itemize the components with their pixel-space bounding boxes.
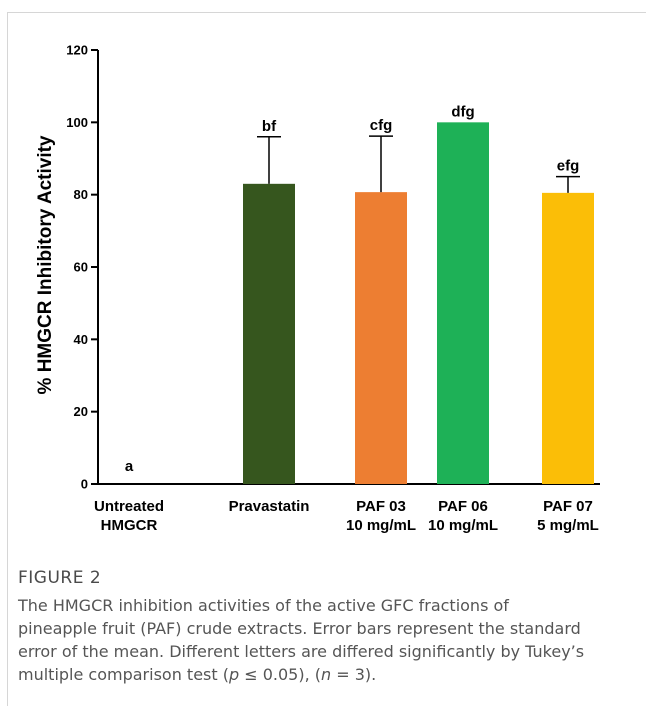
significance-letter: bf bbox=[262, 118, 277, 135]
y-tick-label: 40 bbox=[74, 332, 88, 347]
significance-letter: efg bbox=[557, 158, 580, 175]
figure-frame bbox=[7, 12, 646, 706]
y-tick-label: 120 bbox=[66, 43, 88, 58]
y-tick-label: 80 bbox=[74, 187, 88, 202]
x-category-label: 5 mg/mL bbox=[537, 517, 599, 534]
y-tick-label: 60 bbox=[74, 260, 88, 275]
x-category-label: HMGCR bbox=[101, 517, 158, 534]
bar bbox=[355, 192, 407, 484]
x-category-label: 10 mg/mL bbox=[428, 517, 498, 534]
bar-chart: 0 20 40 60 80 100 120 % HMGCR Inhibitory Activi… bbox=[35, 43, 600, 534]
bar bbox=[542, 192, 594, 484]
y-axis-title: % HMGCR Inhibitory Activity bbox=[35, 135, 56, 394]
bar bbox=[437, 122, 489, 484]
y-tick-label: 100 bbox=[66, 115, 88, 130]
x-category-label: PAF 03 bbox=[356, 498, 406, 515]
y-tick-label: 20 bbox=[74, 404, 88, 419]
significance-letter: dfg bbox=[451, 103, 474, 120]
y-tick-label: 0 bbox=[81, 477, 88, 492]
caption-variable: n bbox=[321, 665, 332, 684]
x-category-label: PAF 06 bbox=[438, 498, 488, 515]
bar bbox=[243, 183, 295, 485]
caption-line: pineapple fruit (PAF) crude extracts. Er… bbox=[18, 619, 581, 638]
figure-label: FIGURE 2 bbox=[18, 568, 102, 588]
significance-letter: cfg bbox=[370, 117, 393, 134]
caption-line: error of the mean. Different letters are… bbox=[18, 642, 585, 661]
x-category-label: PAF 07 bbox=[543, 498, 593, 515]
caption-line: multiple comparison test (p ≤ 0.05), (n … bbox=[18, 665, 377, 684]
figure-caption: The HMGCR inhibition activities of the a… bbox=[18, 594, 630, 686]
caption-line: The HMGCR inhibition activities of the a… bbox=[18, 596, 509, 615]
x-category-label: 10 mg/mL bbox=[346, 517, 416, 534]
x-category-label: Pravastatin bbox=[229, 498, 310, 515]
x-category-label: Untreated bbox=[94, 498, 164, 515]
caption-variable: p bbox=[228, 665, 240, 684]
significance-letter: a bbox=[125, 458, 134, 475]
